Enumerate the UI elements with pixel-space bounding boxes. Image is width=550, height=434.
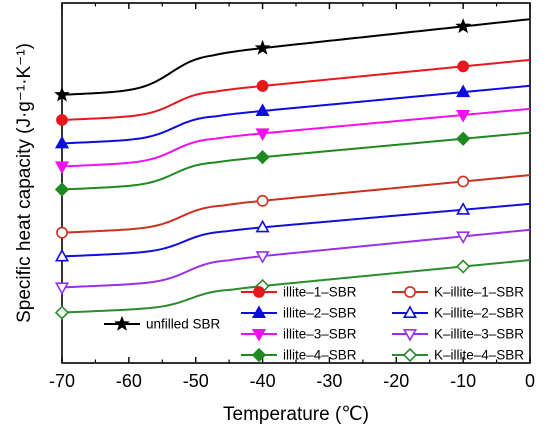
data-point: [254, 39, 271, 55]
legend-marker: [114, 315, 130, 331]
data-point: [457, 60, 470, 73]
x-tick-label: 0: [525, 371, 535, 391]
x-axis: -70 -60 -50 -40 -30 -20 -10 0: [49, 3, 535, 391]
data-point: [456, 231, 471, 244]
series-5: [54, 107, 531, 175]
data-point: [255, 103, 270, 116]
series-1: [56, 58, 531, 126]
legend-entry: illite–3–SBR: [241, 327, 357, 342]
series-line: [61, 228, 531, 289]
series-line: [61, 202, 531, 258]
series-6: [54, 228, 531, 296]
legend-entry: illite–1–SBR: [241, 285, 357, 300]
x-tick-label: -40: [250, 371, 276, 391]
data-point: [56, 226, 68, 239]
data-point: [255, 128, 270, 142]
data-point: [54, 282, 70, 296]
legend-marker: [251, 329, 267, 342]
x-tick-label: -10: [450, 371, 476, 391]
legend-label: unfilled SBR: [146, 317, 221, 332]
data-point: [255, 150, 270, 165]
data-point: [455, 18, 472, 34]
legend-label: K–illite–4–SBR: [434, 348, 524, 363]
data-point: [255, 219, 270, 233]
data-point: [456, 202, 471, 215]
legend-marker: [253, 286, 265, 298]
series-0: [54, 18, 531, 102]
data-point: [456, 109, 471, 123]
series-line: [61, 58, 531, 121]
data-point: [256, 80, 269, 92]
data-point: [54, 135, 70, 149]
x-tick-label: -30: [316, 371, 342, 391]
legend-entry: K–illite–3–SBR: [392, 327, 524, 342]
x-axis-title: Temperature (℃): [223, 404, 369, 425]
legend-label: illite–1–SBR: [283, 285, 357, 300]
legend-marker: [402, 347, 418, 363]
legend-marker: [402, 329, 418, 342]
data-point: [456, 259, 471, 274]
data-point: [54, 161, 70, 175]
legend-marker: [404, 286, 416, 298]
series-line: [61, 259, 531, 314]
legend-label: illite–3–SBR: [283, 327, 357, 342]
legend-marker: [251, 347, 267, 363]
series-line: [61, 107, 531, 168]
series-2: [56, 174, 531, 239]
data-point: [56, 114, 68, 126]
series-line: [61, 18, 531, 96]
data-point: [54, 305, 70, 320]
series-4: [54, 202, 531, 262]
series-7: [54, 131, 531, 197]
data-point: [255, 251, 270, 264]
data-point: [54, 86, 70, 102]
series-line: [61, 131, 531, 191]
legend-entry: illite–2–SBR: [241, 305, 357, 321]
legend-entry: unfilled SBR: [104, 315, 221, 332]
legend: unfilled SBR illite–1–SBR K–illite–1–SBR il…: [104, 285, 524, 363]
x-tick-label: -60: [116, 371, 142, 391]
legend-marker: [251, 305, 267, 318]
series-line: [61, 174, 531, 234]
legend-label: illite–4–SBR: [283, 348, 357, 363]
x-tick-label: -50: [183, 371, 209, 391]
legend-label: K–illite–1–SBR: [434, 285, 524, 300]
series-3: [54, 84, 531, 149]
x-tick-label: -20: [383, 371, 409, 391]
data-point: [456, 84, 471, 98]
legend-entry: K–illite–1–SBR: [392, 285, 524, 300]
legend-label: K–illite–3–SBR: [434, 327, 524, 342]
legend-entry: K–illite–2–SBR: [392, 305, 524, 321]
data-point: [54, 182, 70, 197]
series-layer: [54, 18, 531, 320]
legend-entry: illite–4–SBR: [241, 348, 357, 363]
legend-marker: [402, 305, 418, 318]
data-point: [456, 131, 471, 146]
data-point: [457, 175, 470, 188]
legend-label: illite–2–SBR: [283, 306, 357, 321]
data-point: [54, 248, 70, 262]
y-axis-title: Specific heat capacity (J·g⁻¹·K⁻¹): [14, 43, 35, 323]
legend-label: K–illite–2–SBR: [434, 306, 524, 321]
series-line: [61, 84, 531, 145]
data-point: [256, 194, 269, 207]
x-tick-label: -70: [49, 371, 75, 391]
legend-entry: K–illite–4–SBR: [392, 348, 524, 363]
